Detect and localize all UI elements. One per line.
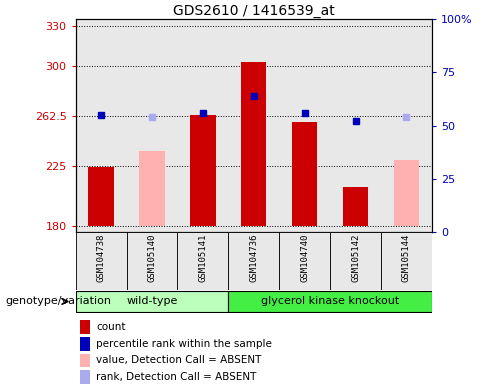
FancyBboxPatch shape: [126, 232, 178, 290]
Text: GSM105144: GSM105144: [402, 234, 411, 282]
Text: count: count: [96, 322, 125, 332]
Bar: [88, 167, 114, 226]
Text: GSM104736: GSM104736: [249, 234, 258, 282]
Text: wild-type: wild-type: [126, 296, 178, 306]
Bar: [80, 337, 90, 351]
Bar: [228, 291, 432, 312]
Bar: [139, 151, 164, 226]
FancyBboxPatch shape: [381, 232, 432, 290]
Text: GSM104738: GSM104738: [97, 234, 105, 282]
FancyBboxPatch shape: [76, 232, 126, 290]
FancyBboxPatch shape: [330, 232, 381, 290]
Text: genotype/variation: genotype/variation: [5, 296, 111, 306]
FancyBboxPatch shape: [279, 232, 330, 290]
Text: GSM104740: GSM104740: [300, 234, 309, 282]
FancyBboxPatch shape: [178, 232, 228, 290]
Text: value, Detection Call = ABSENT: value, Detection Call = ABSENT: [96, 356, 262, 366]
Bar: [394, 161, 419, 226]
Bar: [80, 354, 90, 367]
Bar: [343, 187, 368, 226]
Text: GSM105142: GSM105142: [351, 234, 360, 282]
Bar: [80, 320, 90, 334]
Text: glycerol kinase knockout: glycerol kinase knockout: [261, 296, 399, 306]
Bar: [241, 62, 266, 226]
Bar: [190, 115, 216, 226]
Title: GDS2610 / 1416539_at: GDS2610 / 1416539_at: [173, 4, 335, 18]
FancyBboxPatch shape: [228, 232, 279, 290]
Bar: [76, 291, 228, 312]
Text: GSM105140: GSM105140: [147, 234, 157, 282]
Bar: [292, 122, 317, 226]
Bar: [80, 370, 90, 384]
Text: GSM105141: GSM105141: [198, 234, 207, 282]
Text: percentile rank within the sample: percentile rank within the sample: [96, 339, 272, 349]
Text: rank, Detection Call = ABSENT: rank, Detection Call = ABSENT: [96, 372, 257, 382]
